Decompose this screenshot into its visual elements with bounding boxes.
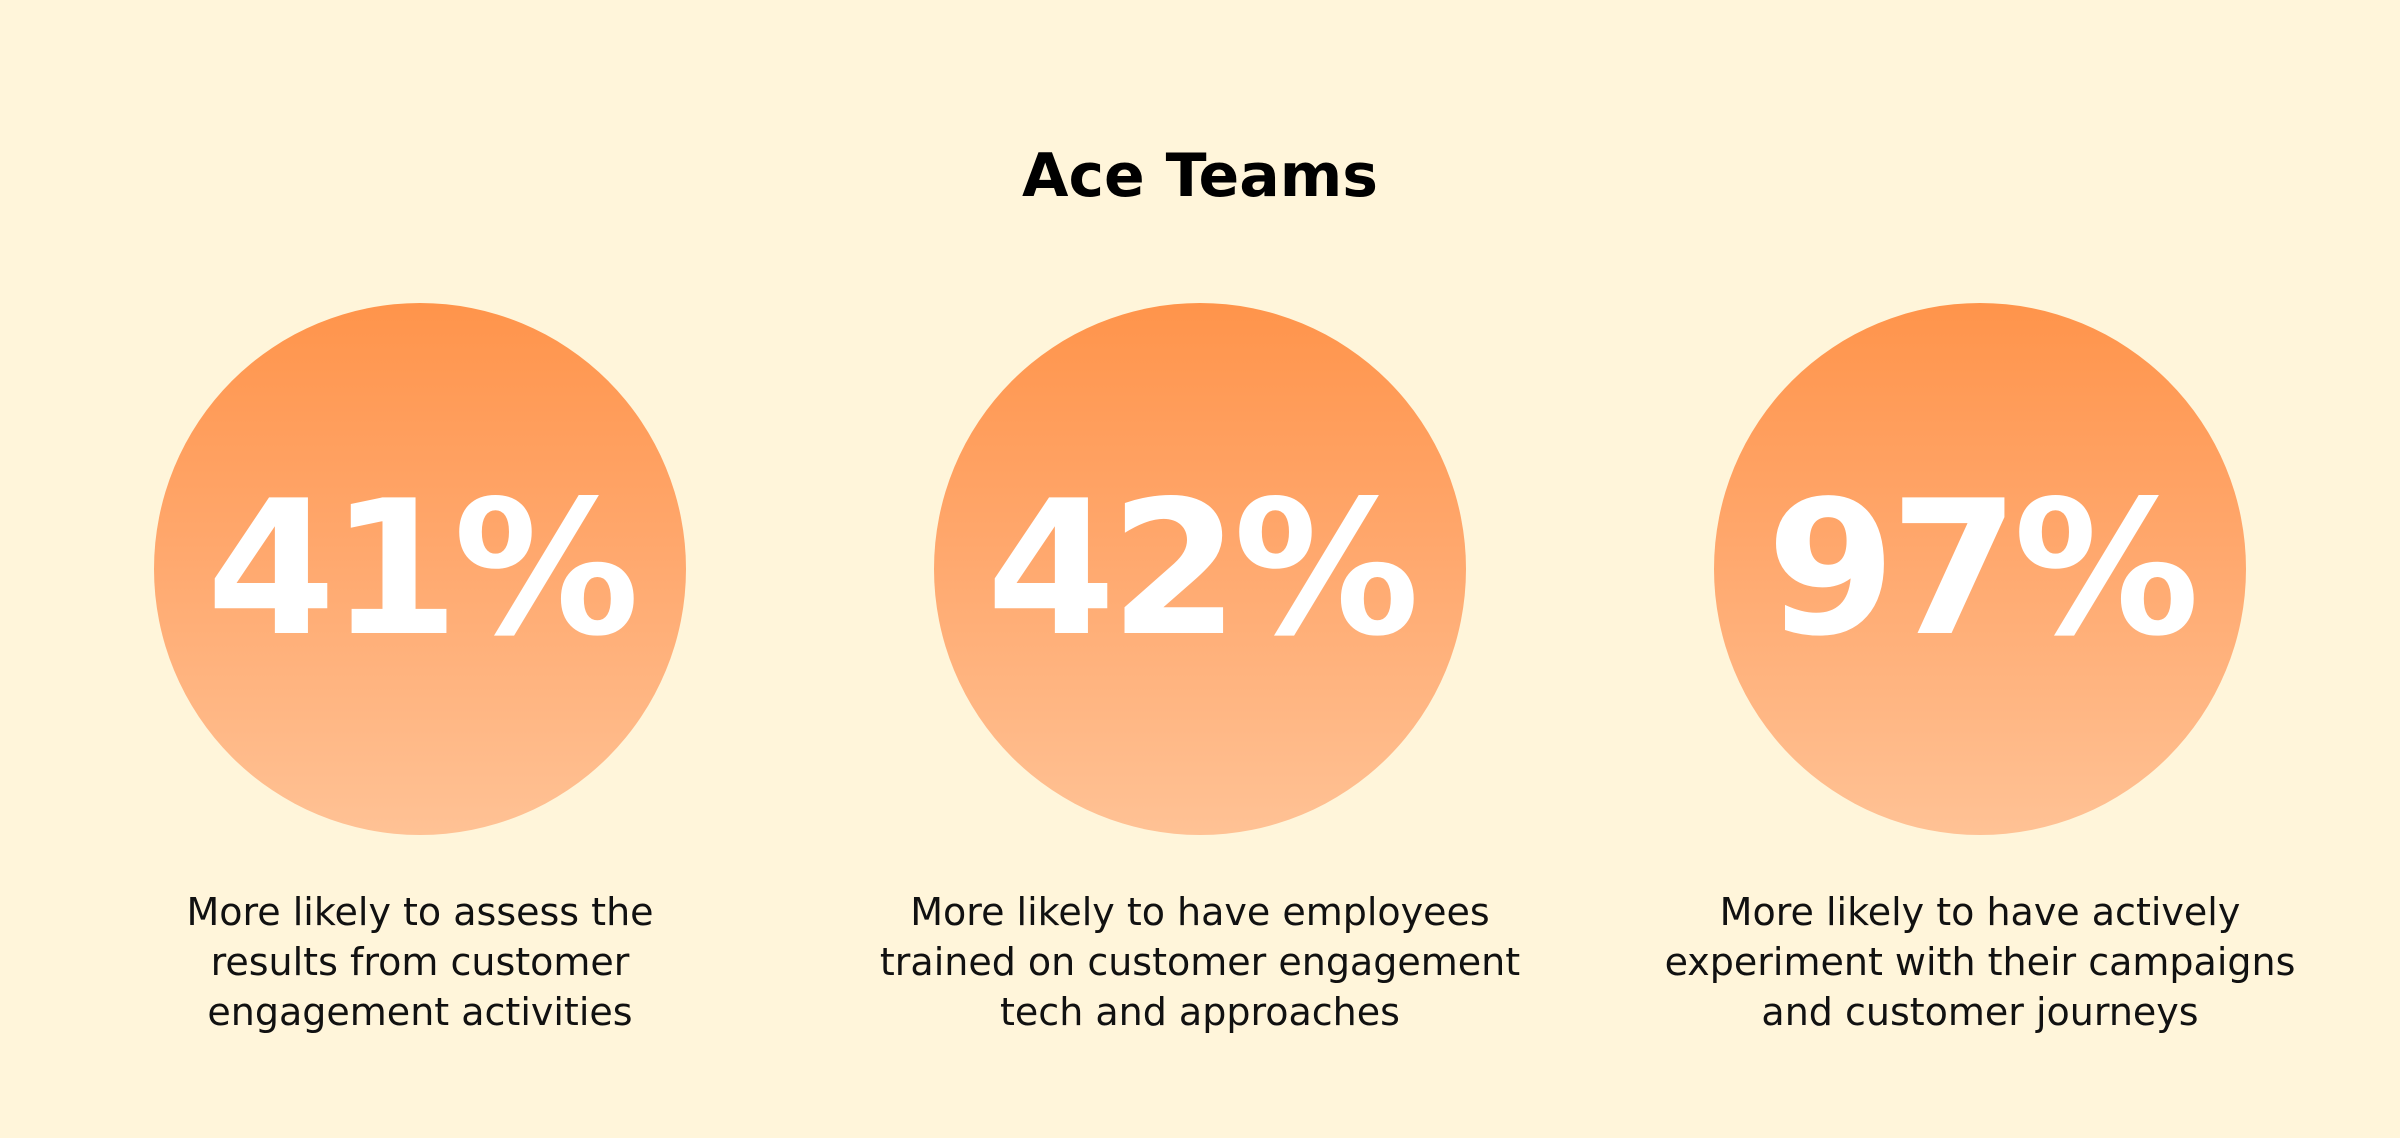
stat-description: More likely to assess the results from c… <box>50 887 790 1037</box>
stat-description-line: More likely to have actively <box>1719 890 2241 934</box>
stat-circle: 41% <box>154 303 686 835</box>
stat-card: 42% More likely to have employees traine… <box>830 303 1570 1037</box>
stat-circle: 97% <box>1714 303 2246 835</box>
stat-description-line: More likely to have employees <box>910 890 1490 934</box>
stat-value: 41% <box>206 460 639 677</box>
stat-value: 97% <box>1766 460 2199 677</box>
page-title: Ace Teams <box>1022 141 1378 212</box>
stat-value: 42% <box>986 460 1419 677</box>
stat-card: 97% More likely to have actively experim… <box>1610 303 2350 1037</box>
stat-description-line: trained on customer engagement <box>879 940 1521 984</box>
stat-description-line: tech and approaches <box>1000 990 1400 1034</box>
stat-card: 41% More likely to assess the results fr… <box>50 303 790 1037</box>
stat-description-line: More likely to assess the <box>186 890 654 934</box>
stat-circle: 42% <box>934 303 1466 835</box>
stat-description-line: and customer journeys <box>1761 990 2199 1034</box>
stat-description-line: engagement activities <box>207 990 633 1034</box>
stat-description-line: results from customer <box>210 940 630 984</box>
stat-description: More likely to have employees trained on… <box>830 887 1570 1037</box>
stat-description: More likely to have actively experiment … <box>1610 887 2350 1037</box>
stat-description-line: experiment with their campaigns <box>1664 940 2296 984</box>
